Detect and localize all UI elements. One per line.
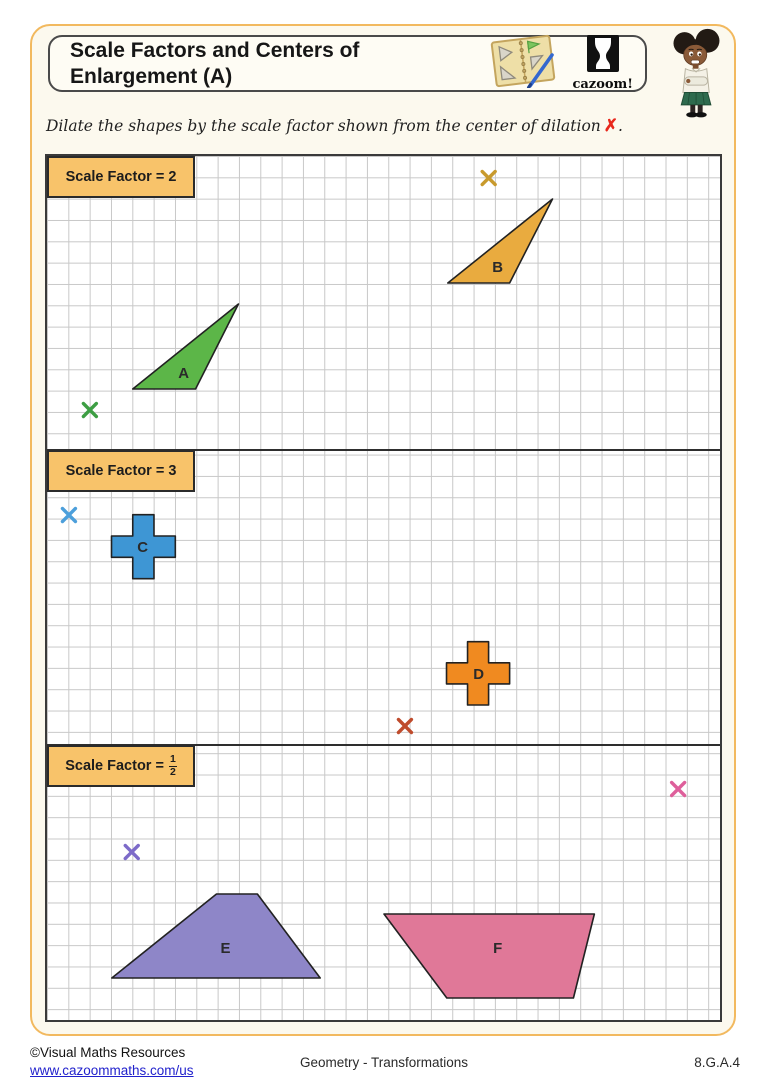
standard-code: 8.G.A.4 xyxy=(694,1055,740,1070)
center-of-dilation-x-b xyxy=(480,169,497,187)
header-icons: cazoom! xyxy=(486,34,645,93)
center-of-dilation-x-c xyxy=(60,506,78,524)
shape-label-E: E xyxy=(220,940,230,957)
instruction-text: Dilate the shapes by the scale factor sh… xyxy=(46,116,623,136)
cazoom-logo: cazoom! xyxy=(572,35,633,92)
student-character-illustration xyxy=(664,26,738,123)
page-title-line2: Enlargement (A) xyxy=(70,64,233,88)
notebook-icon xyxy=(486,34,560,93)
shape-label-D: D xyxy=(473,666,484,683)
scale-factor-label-3: Scale Factor = 1 2 xyxy=(47,745,195,787)
shape-label-C: C xyxy=(137,539,148,556)
shape-A xyxy=(131,303,240,390)
fraction-numerator: 1 xyxy=(169,752,176,765)
dilation-grid: A B C D E F Scale Factor = 2 Scale Factor = 3… xyxy=(45,154,722,1022)
cazoom-hourglass-icon xyxy=(586,35,619,77)
center-of-dilation-x-a xyxy=(81,401,99,419)
website-link[interactable]: www.cazoommaths.com/us xyxy=(30,1062,194,1078)
shape-label-F: F xyxy=(493,940,502,957)
footer-topic: Geometry - Transformations xyxy=(299,1055,469,1070)
scale-factor-label-1: Scale Factor = 2 xyxy=(47,156,195,198)
copyright-text: ©Visual Maths Resources xyxy=(30,1045,186,1060)
scale-factor-fraction: 1 2 xyxy=(168,752,177,778)
shape-C xyxy=(110,513,177,580)
shape-F xyxy=(383,913,596,999)
shape-label-A: A xyxy=(178,365,189,382)
section-divider-2 xyxy=(47,744,720,746)
instruction-period: . xyxy=(618,117,623,135)
page-title: Scale Factors and Centers of Enlargement… xyxy=(50,38,486,88)
page-title-line1: Scale Factors and Centers of xyxy=(70,39,360,63)
title-box: Scale Factors and Centers of Enlargement… xyxy=(48,34,647,93)
instruction-sentence: Dilate the shapes by the scale factor sh… xyxy=(46,117,601,135)
scale-factor-text-1: Scale Factor = 2 xyxy=(65,169,177,185)
cazoom-wordmark: cazoom! xyxy=(572,77,633,92)
shape-D xyxy=(445,640,511,706)
shape-E xyxy=(111,893,321,979)
center-of-dilation-x-d xyxy=(396,717,414,735)
shape-B xyxy=(447,198,554,284)
scale-factor-text-2: Scale Factor = 3 xyxy=(65,463,177,479)
scale-factor-label-2: Scale Factor = 3 xyxy=(47,450,195,492)
dilation-center-x-glyph: ✗ xyxy=(603,116,619,136)
fraction-denominator: 2 xyxy=(168,765,177,778)
scale-factor-text-3: Scale Factor = xyxy=(65,758,164,774)
shapes-svg: A B C D E F xyxy=(60,169,687,999)
center-of-dilation-x-f xyxy=(669,780,687,798)
footer-left: ©Visual Maths Resources www.cazoommaths.… xyxy=(30,1044,194,1079)
center-of-dilation-x-e xyxy=(123,843,140,861)
section-divider-1 xyxy=(47,449,720,451)
shape-label-B: B xyxy=(492,259,503,276)
